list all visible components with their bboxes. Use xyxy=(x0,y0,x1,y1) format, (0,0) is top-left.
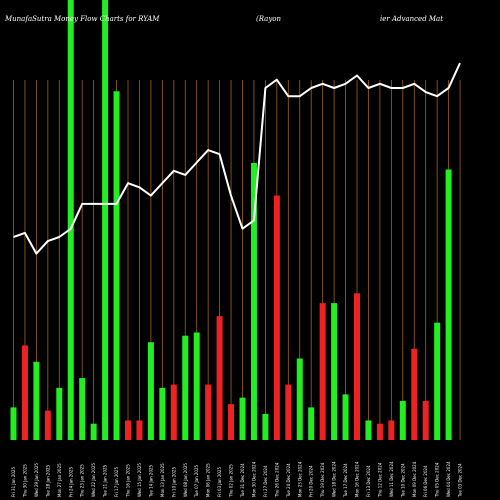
x-tick-label: Tue 07 Jan 2025 xyxy=(194,464,199,498)
x-tick-label: Fri 31 Jan 2025 xyxy=(11,467,16,497)
x-tick-label: Fri 10 Jan 2025 xyxy=(171,467,176,497)
money-flow-bar xyxy=(331,303,338,440)
money-flow-bar xyxy=(10,407,17,440)
chart-title-middle: (Rayon xyxy=(256,15,282,23)
x-axis-tick-labels: Fri 31 Jan 2025 Thu 30 Jan 2025 Wed 29 Jan… xyxy=(11,461,463,498)
x-tick-label: Wed 08 Jan 2025 xyxy=(183,463,188,497)
money-flow-bar xyxy=(67,0,74,440)
money-flow-bar xyxy=(342,394,349,440)
x-tick-label: Mon 09 Dec 2024 xyxy=(412,461,417,497)
money-flow-bar xyxy=(216,316,223,440)
x-tick-label: Thu 16 Jan 2025 xyxy=(126,464,131,498)
money-flow-bar xyxy=(285,384,292,440)
x-tick-label: Mon 16 Dec 2024 xyxy=(355,461,360,497)
money-flow-bar xyxy=(354,293,360,440)
money-flow-bar xyxy=(239,397,246,440)
money-flow-bar xyxy=(90,423,97,440)
money-flow-bar xyxy=(250,162,257,441)
x-tick-label: Thu 05 Dec 2024 xyxy=(435,462,440,498)
money-flow-bar xyxy=(445,169,452,440)
x-tick-label: Fri 13 Dec 2024 xyxy=(366,465,371,497)
money-flow-bar xyxy=(228,404,235,440)
x-tick-label: Tue 14 Jan 2025 xyxy=(148,464,153,498)
x-tick-label: Tue 31 Dec 2024 xyxy=(240,463,245,498)
x-tick-label: Tue 10 Dec 2024 xyxy=(400,463,405,498)
money-flow-bar xyxy=(125,420,131,440)
money-flow-bar xyxy=(422,400,429,440)
money-flow-bar xyxy=(79,378,86,440)
price-line-path xyxy=(13,62,461,255)
x-tick-label: Fri 06 Dec 2024 xyxy=(423,465,428,497)
money-flow-bar xyxy=(296,358,303,440)
money-flow-bar xyxy=(113,91,120,440)
x-tick-label: Fri 24 Jan 2025 xyxy=(68,467,73,497)
money-flow-bar xyxy=(365,420,372,440)
x-tick-label: Wed 22 Jan 2025 xyxy=(91,463,96,497)
money-flow-bar xyxy=(136,420,143,440)
x-tick-label: Tue 17 Dec 2024 xyxy=(343,463,348,498)
money-flow-bar xyxy=(273,195,280,440)
x-tick-label: Wed 15 Jan 2025 xyxy=(137,463,142,497)
x-tick-label: Thu 19 Dec 2024 xyxy=(320,462,325,498)
x-tick-label: Wed 29 Jan 2025 xyxy=(34,463,39,497)
money-flow-bar xyxy=(44,410,51,440)
x-tick-label: Mon 13 Jan 2025 xyxy=(160,463,165,497)
x-tick-label: Mon 23 Dec 2024 xyxy=(297,461,302,497)
money-flow-bar xyxy=(434,322,441,440)
x-tick-label: Mon 06 Jan 2025 xyxy=(206,463,211,497)
x-tick-label: Tue 03 Dec 2024 xyxy=(458,463,463,498)
money-flow-bar xyxy=(319,303,326,440)
money-flow-bar xyxy=(56,387,63,440)
money-flow-bar xyxy=(21,345,28,440)
x-tick-label: Fri 17 Jan 2025 xyxy=(114,467,119,497)
x-tick-label: Thu 12 Dec 2024 xyxy=(377,462,382,498)
money-flow-bar xyxy=(411,348,418,440)
money-flow-bar xyxy=(170,384,177,440)
money-flow-bar xyxy=(376,423,383,440)
money-flow-bar xyxy=(33,361,40,440)
money-flow-bar xyxy=(102,0,109,440)
money-flow-bar xyxy=(205,384,212,440)
x-tick-label: Fri 20 Dec 2024 xyxy=(309,465,314,497)
price-line xyxy=(13,62,461,255)
money-flow-bar xyxy=(159,387,166,440)
money-flow-bar xyxy=(182,335,189,440)
x-tick-label: Wed 11 Dec 2024 xyxy=(389,461,394,497)
chart-title-right: ier Advanced Mat xyxy=(380,15,443,23)
x-tick-label: Wed 18 Dec 2024 xyxy=(332,461,337,497)
x-tick-label: Mon 27 Jan 2025 xyxy=(57,463,62,497)
chart-title-left: MunafaSutra Money Flow Charts for RYAM xyxy=(4,15,160,23)
x-tick-label: Thu 26 Dec 2024 xyxy=(274,462,279,498)
money-flow-bar xyxy=(388,420,395,440)
x-tick-label: Fri 03 Jan 2025 xyxy=(217,467,222,497)
x-tick-label: Thu 30 Jan 2025 xyxy=(22,464,27,498)
x-tick-label: Tue 24 Dec 2024 xyxy=(286,463,291,498)
money-flow-bar xyxy=(399,400,406,440)
money-flow-bars xyxy=(10,0,452,441)
x-tick-label: Fri 27 Dec 2024 xyxy=(263,465,268,497)
money-flow-bar xyxy=(147,342,154,440)
money-flow-bar xyxy=(262,413,269,440)
money-flow-bar xyxy=(308,407,315,440)
money-flow-bar xyxy=(193,332,200,440)
x-tick-label: Wed 04 Dec 2024 xyxy=(446,461,451,497)
x-tick-label: Tue 28 Jan 2025 xyxy=(45,464,50,498)
x-tick-label: Tue 21 Jan 2025 xyxy=(103,464,108,498)
x-tick-label: Thu 02 Jan 2025 xyxy=(229,464,234,498)
x-tick-label: Mon 30 Dec 2024 xyxy=(251,461,256,497)
x-tick-label: Thu 23 Jan 2025 xyxy=(80,464,85,498)
